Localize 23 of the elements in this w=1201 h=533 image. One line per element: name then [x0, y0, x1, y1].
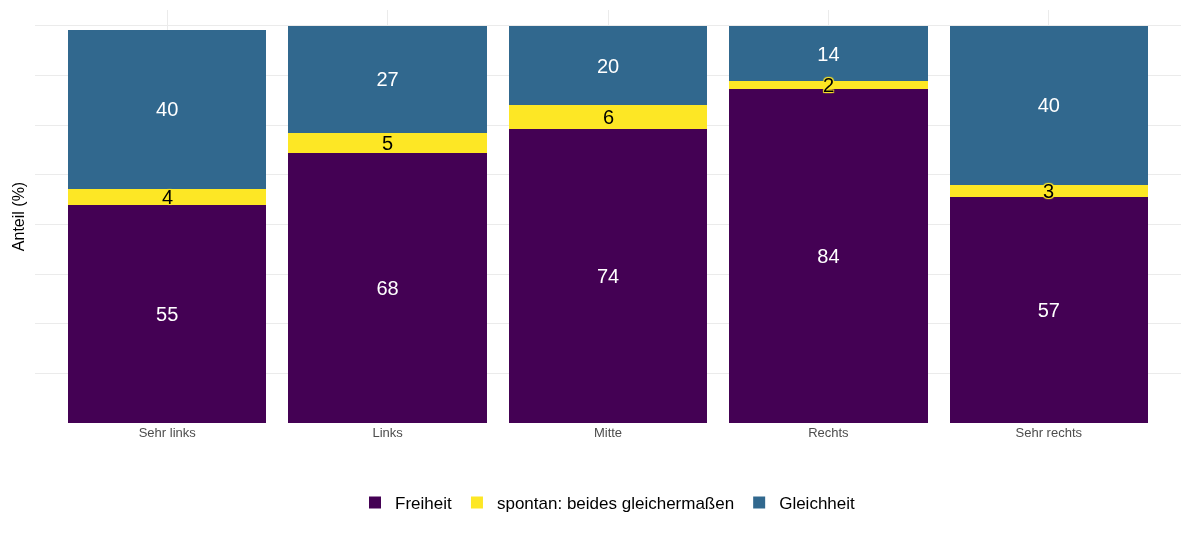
data-label: 4 [162, 186, 174, 208]
x-tick-label: Sehr links [138, 425, 197, 440]
data-label: 57 [1037, 298, 1060, 321]
data-label: 40 [1037, 94, 1060, 117]
data-label: 3 [1043, 180, 1055, 202]
legend-label: Freiheit [395, 494, 452, 514]
legend-label: spontan: beides gleichermaßen [496, 494, 735, 514]
data-label: 55 [156, 302, 179, 325]
data-label: 20 [596, 54, 620, 77]
data-label: 14 [817, 42, 840, 65]
legend-label: Gleichheit [779, 494, 856, 514]
x-tick-label: Mitte [593, 425, 623, 440]
data-label: 5 [382, 132, 394, 154]
data-label: 74 [596, 265, 620, 288]
x-tick-label: Sehr rechts [1015, 425, 1083, 440]
x-tick-label: Rechts [808, 425, 850, 440]
data-label: 84 [817, 245, 840, 268]
data-label: 40 [156, 98, 179, 121]
x-tick-label: Links [372, 425, 404, 440]
data-label: 68 [376, 276, 399, 299]
data-label: 6 [603, 106, 615, 128]
y-axis-title: Anteil (%) [9, 181, 27, 252]
data-label: 27 [376, 68, 399, 91]
